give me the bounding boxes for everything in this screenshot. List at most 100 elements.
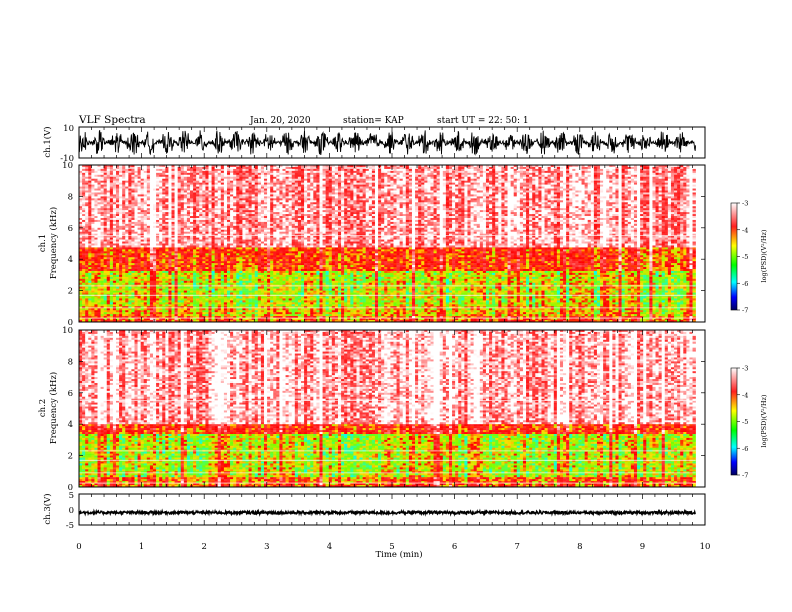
spectrogram-cell (128, 173, 131, 175)
spectrogram-cell (242, 167, 245, 169)
spectrogram-cell (313, 169, 316, 171)
spectrogram-cell (548, 167, 551, 169)
spectrogram-cell (523, 171, 526, 173)
spectrogram-cell (612, 171, 615, 173)
spectrogram-cell (619, 167, 622, 169)
spectrogram-cell (88, 175, 91, 177)
spectrogram-cell (554, 169, 557, 171)
spectrogram-cell (427, 173, 430, 175)
spectrogram-cell (107, 175, 110, 177)
spectrogram-cell (535, 171, 538, 173)
spectrogram-cell (464, 169, 467, 171)
spectrogram-cell (628, 167, 631, 169)
spectrogram-cell (153, 173, 156, 175)
spectrogram-cell (686, 167, 689, 169)
spectrogram-cell (264, 171, 267, 173)
spectrogram-cell (455, 169, 458, 171)
spectrogram-cell (323, 173, 326, 175)
spectrogram-cell (455, 173, 458, 175)
spectrogram-cell (218, 173, 221, 175)
spectrogram-cell (689, 173, 692, 175)
spectrogram-cell (545, 173, 548, 175)
spectrogram-cell (233, 171, 236, 173)
spectrogram-cell (199, 169, 202, 171)
spectrogram-cell (181, 171, 184, 173)
spectrogram-cell (113, 167, 116, 169)
spectrogram-cell (554, 171, 557, 173)
spectrogram-cell (474, 175, 477, 177)
spectrogram-cell (554, 173, 557, 175)
spectrogram-cell (424, 173, 427, 175)
spectrogram-cell (347, 169, 350, 171)
spectrogram-cell (187, 169, 190, 171)
spectrogram-cell (656, 169, 659, 171)
spectrogram-cell (480, 169, 483, 171)
spectrogram-cell (418, 173, 421, 175)
spectrogram-cell (517, 175, 520, 177)
spectrogram-cell (649, 173, 652, 175)
ch1-waveform-ylabel: ch.1(V) (42, 126, 53, 157)
spectrogram-cell (471, 167, 474, 169)
spectrogram-cell (541, 173, 544, 175)
spectrogram-cell (91, 173, 94, 175)
spectrogram-cell (199, 173, 202, 175)
spectrogram-cell (360, 169, 363, 171)
spectrogram-cell (282, 171, 285, 173)
spectrogram-cell (637, 167, 640, 169)
spectrogram-cell (301, 171, 304, 173)
spectrogram-cell (171, 175, 174, 177)
spectrogram-cell (615, 173, 618, 175)
spectrogram-cell (486, 171, 489, 173)
spectrogram-cell (230, 171, 233, 173)
spectrogram-cell (310, 167, 313, 169)
spectrogram-cell (326, 175, 329, 177)
spectrogram-cell (125, 169, 128, 171)
spectrogram-cell (585, 169, 588, 171)
spectrogram-cell (572, 173, 575, 175)
date-label: Jan. 20, 2020 (249, 116, 311, 126)
spectrogram-cell (680, 167, 683, 169)
spectrogram-cell (175, 175, 178, 177)
spectrogram-cell (270, 173, 273, 175)
ch1-spectrogram-image (79, 165, 696, 322)
spectrogram-cell (467, 171, 470, 173)
spectrogram-cell (390, 173, 393, 175)
spectrogram-cell (665, 169, 668, 171)
spectrogram-cell (504, 175, 507, 177)
spectrogram-cell (409, 167, 412, 169)
spectrogram-cell (656, 167, 659, 169)
start-time-label: start UT = 22: 50: 1 (437, 116, 529, 126)
spectrogram-cell (221, 171, 224, 173)
spectrogram-cell (443, 171, 446, 173)
spectrogram-cell (680, 173, 683, 175)
spectrogram-cell (625, 169, 628, 171)
spectrogram-cell (181, 167, 184, 169)
spectrogram-cell (162, 173, 165, 175)
spectrogram-cell (261, 173, 264, 175)
spectrogram-cell (159, 175, 162, 177)
spectrogram-cell (319, 173, 322, 175)
spectrogram-cell (150, 173, 153, 175)
spectrogram-cell (508, 171, 511, 173)
spectrogram-cell (643, 169, 646, 171)
spectrogram-cell (138, 173, 141, 175)
spectrogram-cell (153, 167, 156, 169)
spectrogram-cell (400, 167, 403, 169)
spectrogram-cell (615, 169, 618, 171)
spectrogram-cell (205, 173, 208, 175)
spectrogram-cell (138, 171, 141, 173)
spectrogram-cell (184, 173, 187, 175)
spectrogram-cell (94, 169, 97, 171)
spectrogram-cell (168, 167, 171, 169)
spectrogram-cell (689, 169, 692, 171)
spectrogram-cell (156, 167, 159, 169)
spectrogram-cell (175, 173, 178, 175)
spectrogram-cell (594, 171, 597, 173)
spectrogram-cell (85, 171, 88, 173)
spectrogram-cell (301, 173, 304, 175)
spectrogram-cell (415, 169, 418, 171)
spectrogram-cell (511, 173, 514, 175)
spectrogram-cell (178, 175, 181, 177)
spectrogram-cell (141, 167, 144, 169)
spectrogram-cell (458, 167, 461, 169)
